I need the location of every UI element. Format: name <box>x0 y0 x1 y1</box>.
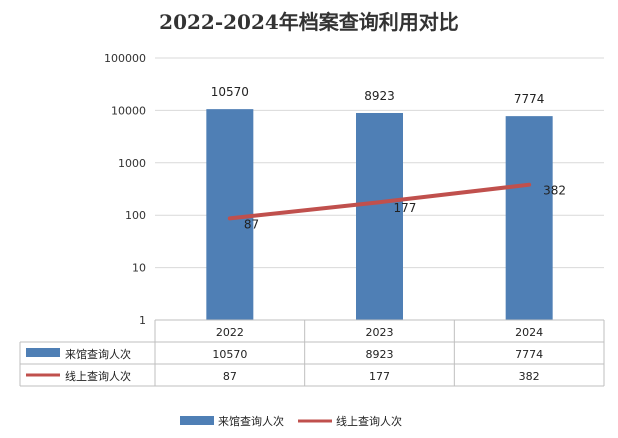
bar <box>206 109 254 320</box>
y-tick-label: 1000 <box>118 157 146 170</box>
y-tick-label: 100000 <box>104 52 146 65</box>
table-series-name: 线上查询人次 <box>65 369 131 383</box>
y-tick-label: 10 <box>132 262 146 275</box>
y-tick-label: 10000 <box>111 104 146 117</box>
bar <box>356 112 403 321</box>
legend-label: 线上查询人次 <box>336 414 402 428</box>
y-axis: 1 10 100 1000 10000 100000 <box>104 52 146 327</box>
category-label: 2022 <box>216 326 244 339</box>
data-labels: 10570 8923 7774 87 177 382 <box>211 85 566 231</box>
bar <box>505 116 553 321</box>
table-legend-key <box>26 348 60 357</box>
table-value-cell: 7774 <box>515 348 543 361</box>
legend-key-bar <box>180 416 214 425</box>
category-label: 2024 <box>515 326 543 339</box>
bar-series <box>206 109 553 321</box>
table-value-cell: 8923 <box>366 348 394 361</box>
category-label: 2023 <box>366 326 394 339</box>
chart-title: 2022-2024年档案查询利用对比 <box>159 10 459 34</box>
table-value-cell: 177 <box>369 370 390 383</box>
data-table: 2022 2023 2024 来馆查询人次 10570 8923 7774 线上查询人次 87 1… <box>19 319 605 387</box>
series-line <box>227 182 532 221</box>
y-tick-label: 100 <box>125 209 146 222</box>
table-value-cell: 87 <box>223 370 237 383</box>
y-tick-label: 1 <box>139 314 146 327</box>
table-series-name: 来馆查询人次 <box>65 347 131 361</box>
line-data-label: 177 <box>394 201 417 215</box>
legend: 来馆查询人次 线上查询人次 <box>180 414 402 428</box>
line-series <box>227 182 532 221</box>
bar-data-label: 8923 <box>364 89 395 103</box>
table-value-cell: 382 <box>519 370 540 383</box>
legend-label: 来馆查询人次 <box>218 414 284 428</box>
table-value-cell: 10570 <box>212 348 247 361</box>
line-data-label: 382 <box>543 184 566 198</box>
bar-data-label: 10570 <box>211 85 249 99</box>
line-data-label: 87 <box>244 217 259 231</box>
bar-data-label: 7774 <box>514 92 545 106</box>
